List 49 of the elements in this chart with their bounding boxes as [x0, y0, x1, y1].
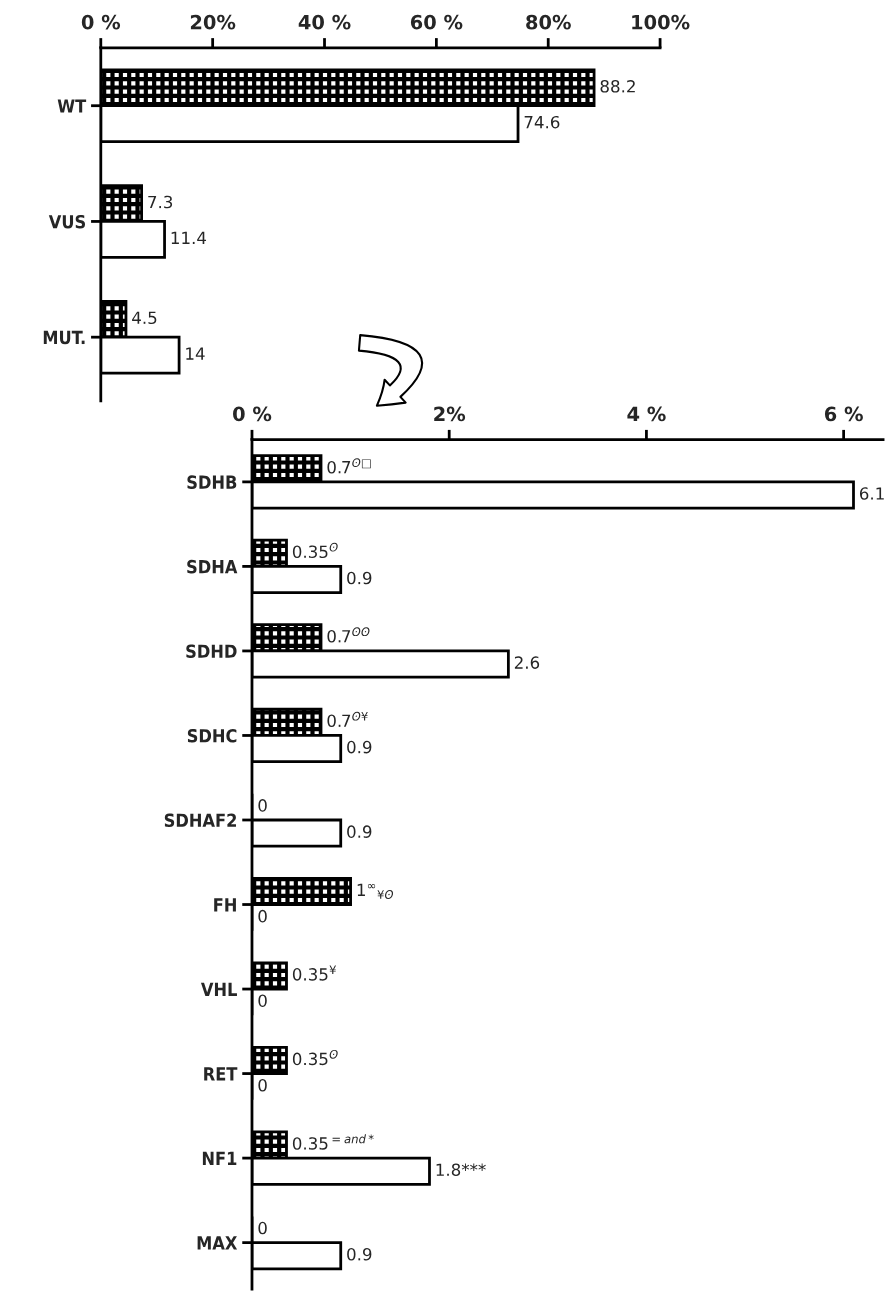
- data-label: 14: [186, 347, 205, 360]
- x-tick-label: 80%: [526, 14, 571, 30]
- data-label: 0.35$^{¥}$: [292, 965, 337, 981]
- data-label: 0: [258, 799, 267, 812]
- x-tick-label: 2%: [434, 406, 466, 422]
- data-label: 0.9: [347, 1247, 372, 1261]
- x-tick-label: 6 %: [824, 406, 863, 422]
- y-tick-label: RET: [204, 1067, 238, 1081]
- data-label: 74.6: [524, 115, 560, 129]
- y-tick-label: SDHB: [187, 475, 237, 489]
- data-label: 0.7$^{ʘʘ}$: [327, 627, 370, 643]
- data-label: 7.3: [148, 195, 173, 209]
- data-label: 88.2: [600, 80, 635, 93]
- x-tick-label: 20%: [190, 14, 236, 30]
- x-tick-label: 0 %: [233, 406, 272, 422]
- data-label: 1.8***: [436, 1163, 486, 1177]
- y-tick-label: SDHD: [186, 644, 237, 659]
- data-label: 0: [258, 1221, 267, 1235]
- data-label: 0: [258, 1078, 267, 1092]
- x-tick-label: 100%: [632, 14, 690, 30]
- data-label: 0.35$^{=and*}$: [292, 1134, 374, 1150]
- data-label: 0.7$^{ʘ¥}$: [327, 711, 368, 728]
- data-label: 2.6: [514, 656, 540, 669]
- data-label: 4.5: [132, 311, 157, 325]
- y-tick-label: FH: [214, 898, 236, 912]
- data-label: 0.7$^{ʘ□}$: [327, 458, 371, 474]
- y-tick-label: SDHAF2: [164, 813, 236, 828]
- data-label: 0.9: [347, 740, 372, 754]
- data-label: 0: [258, 909, 267, 923]
- data-label: 0.9: [347, 571, 372, 585]
- y-tick-label: WT: [57, 99, 87, 113]
- y-tick-label: VUS: [48, 214, 86, 229]
- data-label: 0.35$^{ʘ}$: [292, 542, 338, 559]
- data-label: 0.9: [347, 825, 372, 838]
- y-tick-label: NF1: [202, 1151, 237, 1165]
- y-tick-label: VHL: [200, 982, 237, 996]
- data-label: 1$^{∞}$$_{¥ʘ}$: [357, 883, 394, 899]
- y-tick-label: SDHA: [187, 559, 238, 574]
- x-tick-label: 40 %: [298, 14, 351, 30]
- data-label: 0: [258, 994, 267, 1007]
- data-label: 0.35$^{ʘ}$: [292, 1049, 338, 1066]
- y-tick-label: MAX: [197, 1236, 238, 1250]
- y-tick-label: SDHC: [187, 728, 237, 743]
- x-tick-label: 4 %: [627, 406, 666, 422]
- x-tick-label: 0 %: [81, 14, 121, 30]
- y-tick-label: MUT.: [43, 330, 85, 345]
- data-label: 11.4: [171, 231, 207, 244]
- data-label: 6.1: [859, 487, 884, 500]
- x-tick-label: 60 %: [410, 14, 463, 30]
